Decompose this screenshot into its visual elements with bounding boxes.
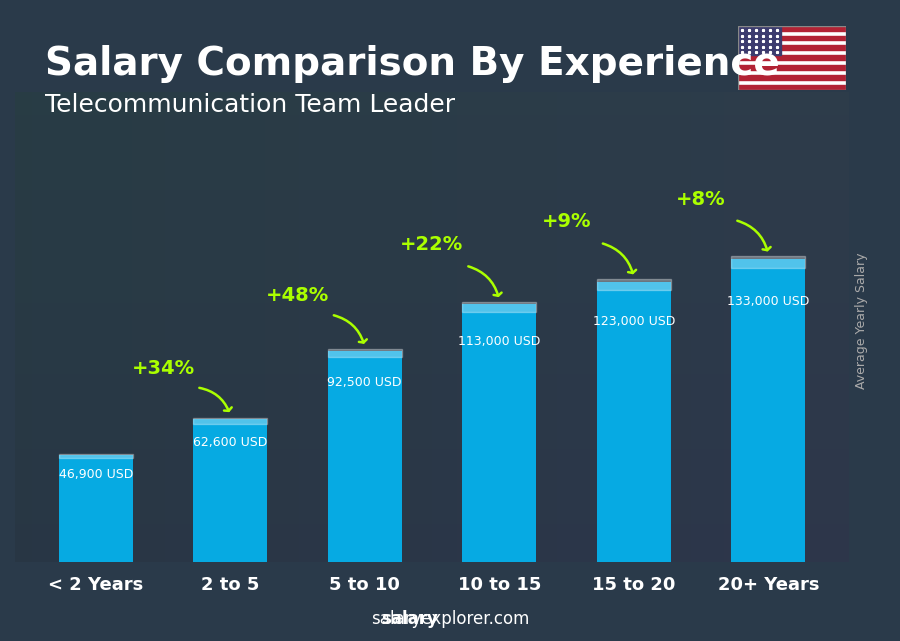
Bar xyxy=(738,46,846,50)
Text: +8%: +8% xyxy=(676,190,725,208)
FancyBboxPatch shape xyxy=(194,418,267,424)
Text: Salary Comparison By Experience: Salary Comparison By Experience xyxy=(45,45,779,83)
Bar xyxy=(738,26,781,55)
Text: 113,000 USD: 113,000 USD xyxy=(458,335,540,348)
Bar xyxy=(738,85,846,90)
Text: +48%: +48% xyxy=(266,287,329,306)
Text: salary: salary xyxy=(381,610,438,628)
FancyBboxPatch shape xyxy=(732,256,806,268)
FancyBboxPatch shape xyxy=(597,279,670,290)
Text: 133,000 USD: 133,000 USD xyxy=(727,295,809,308)
Text: Telecommunication Team Leader: Telecommunication Team Leader xyxy=(45,93,455,117)
Bar xyxy=(597,281,670,562)
Bar xyxy=(738,55,846,60)
Text: +34%: +34% xyxy=(131,359,194,378)
Bar xyxy=(738,65,846,70)
Text: 46,900 USD: 46,900 USD xyxy=(58,468,133,481)
Text: +9%: +9% xyxy=(542,212,591,231)
Text: +22%: +22% xyxy=(400,235,464,254)
Text: 62,600 USD: 62,600 USD xyxy=(193,437,267,449)
Bar xyxy=(738,35,846,40)
Text: 123,000 USD: 123,000 USD xyxy=(592,315,675,328)
Bar xyxy=(732,259,806,562)
Bar xyxy=(738,26,846,31)
FancyBboxPatch shape xyxy=(58,454,132,458)
Bar xyxy=(194,419,267,562)
Bar xyxy=(738,75,846,80)
FancyBboxPatch shape xyxy=(463,302,536,312)
Text: 92,500 USD: 92,500 USD xyxy=(328,376,402,390)
Bar xyxy=(58,455,132,562)
FancyBboxPatch shape xyxy=(328,349,401,358)
Text: salaryexplorer.com: salaryexplorer.com xyxy=(371,610,529,628)
Text: Average Yearly Salary: Average Yearly Salary xyxy=(856,253,868,388)
Bar xyxy=(328,351,401,562)
Bar xyxy=(463,304,536,562)
